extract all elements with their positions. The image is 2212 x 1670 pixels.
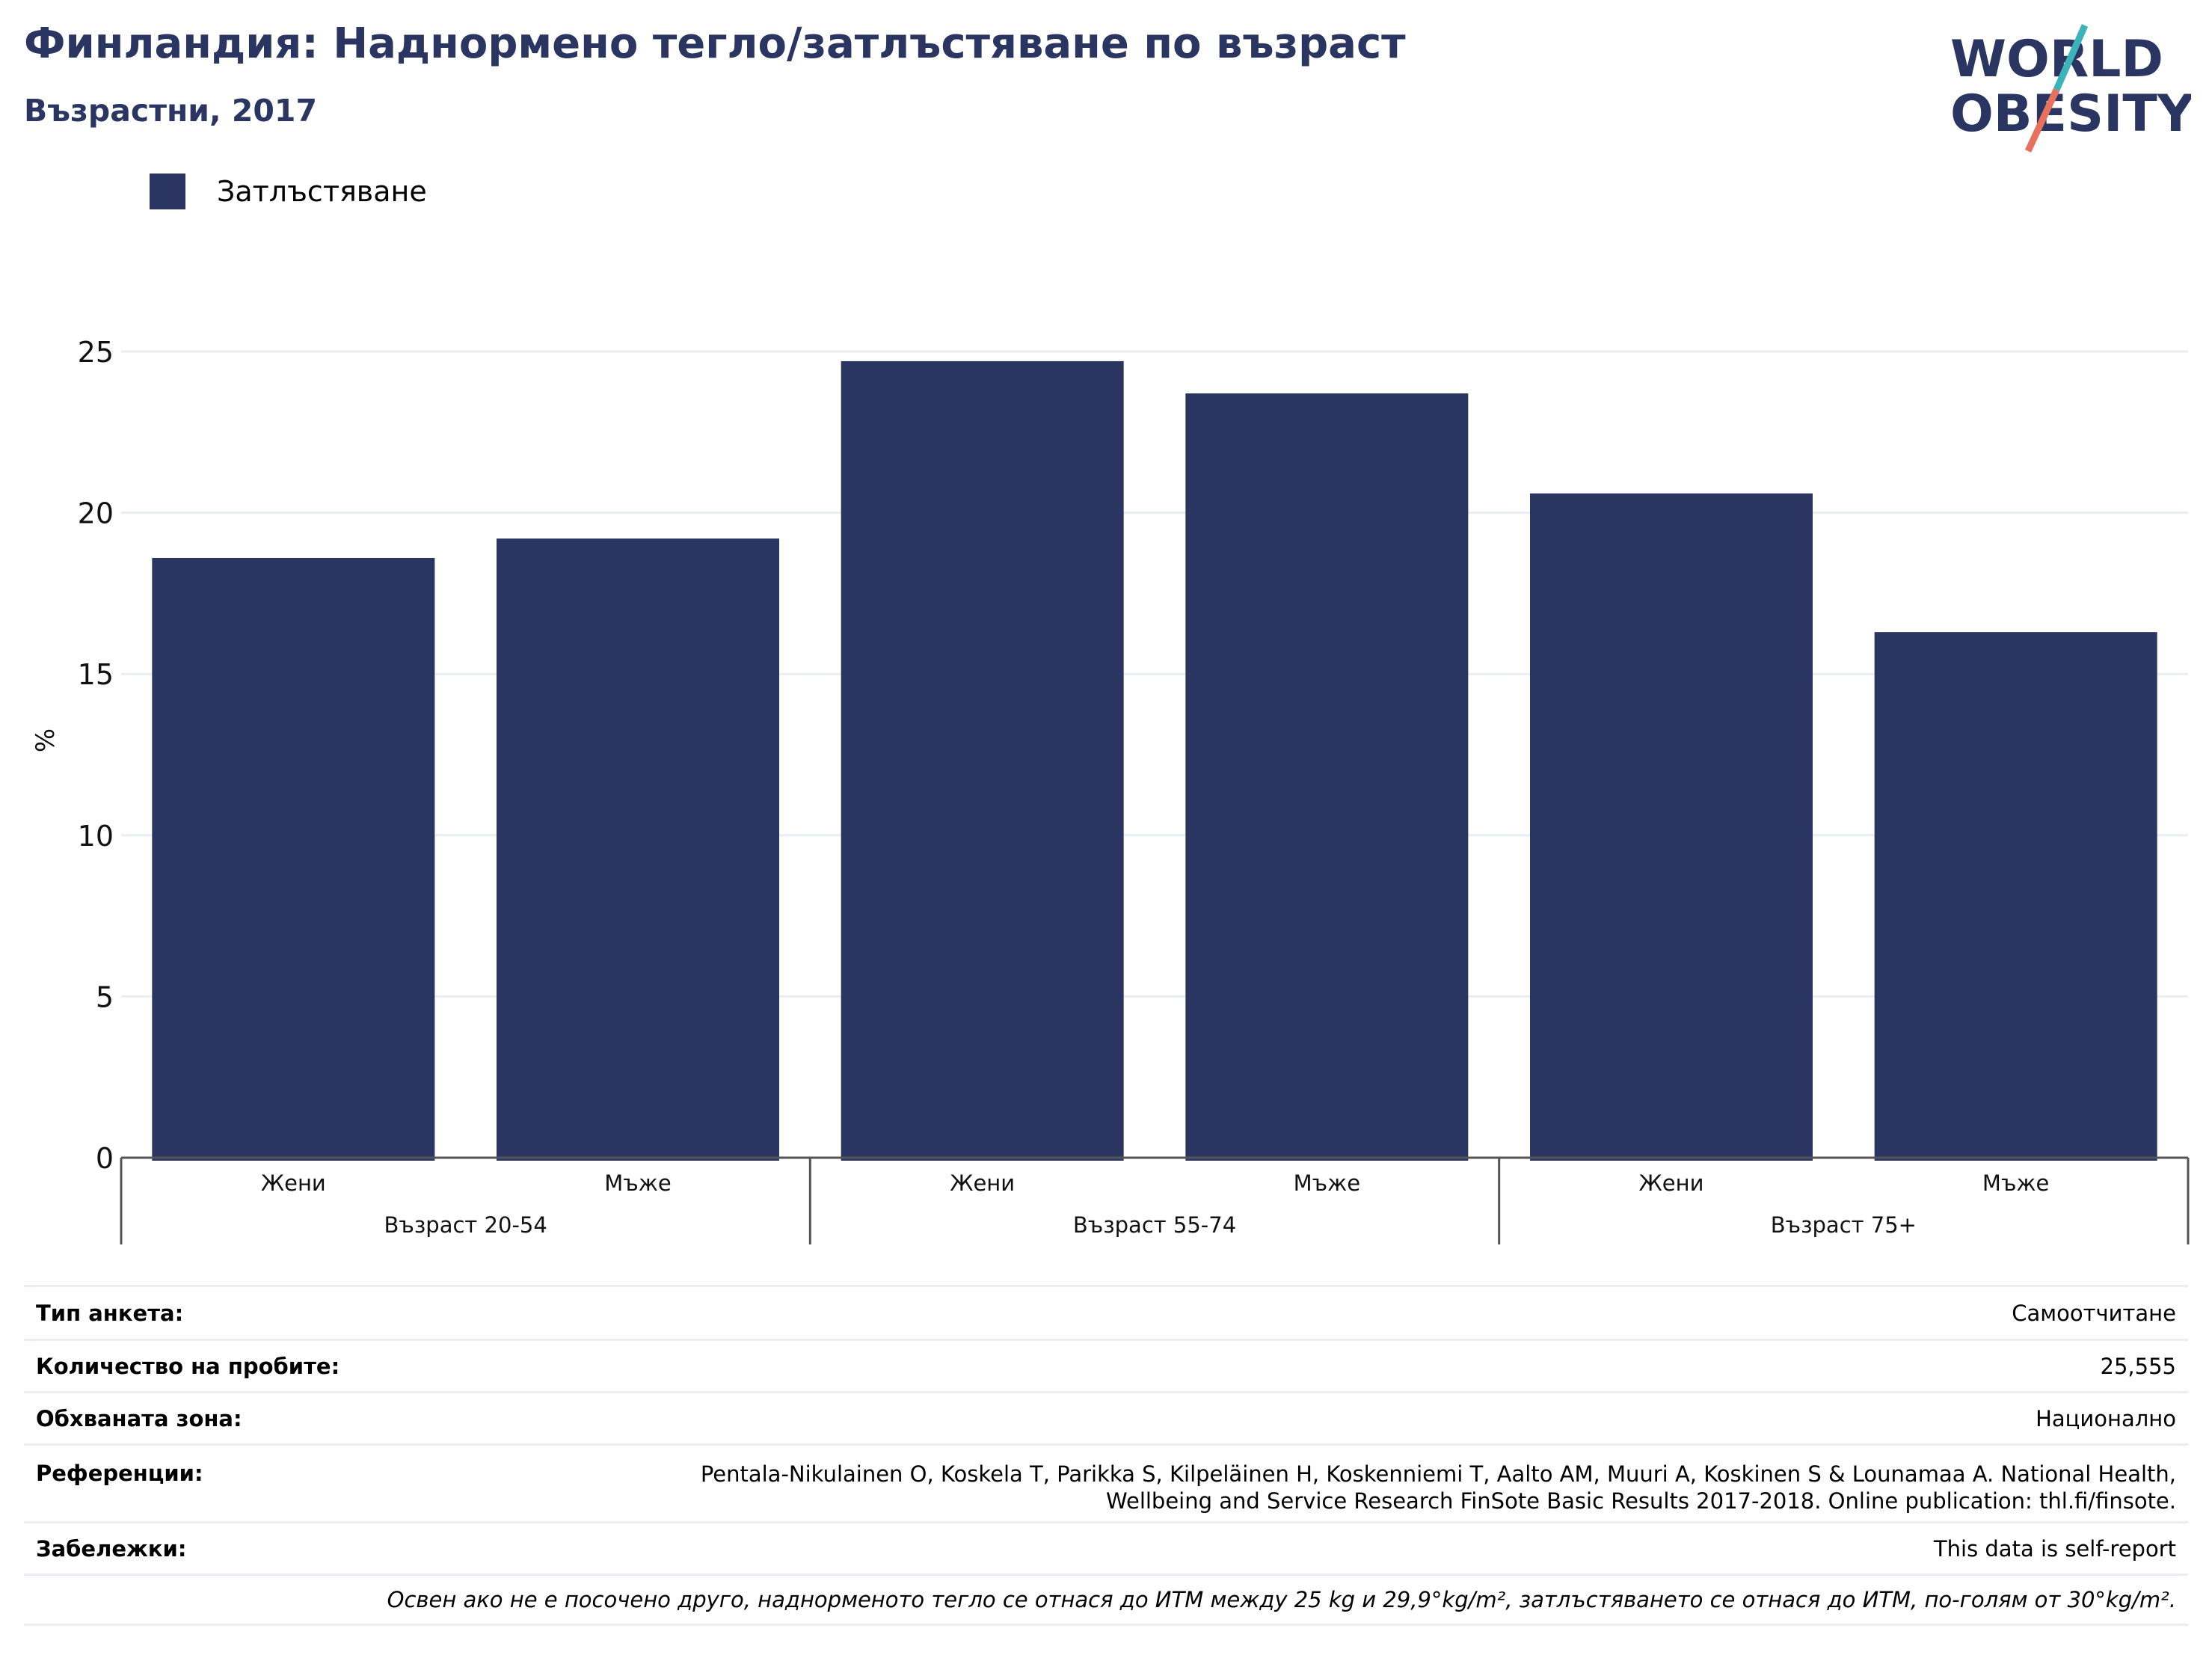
survey-type-label: Тип анкета:: [36, 1300, 184, 1326]
y-tick-label: 10: [78, 820, 114, 853]
group-label: Възраст 20-54: [384, 1212, 547, 1238]
chart-legend: Затлъстяване: [150, 174, 427, 209]
x-tick-label: Жени: [950, 1170, 1015, 1196]
group-label: Възраст 75+: [1771, 1212, 1917, 1238]
references-value: Pentala-Nikulainen O, Koskela T, Parikka…: [643, 1461, 2176, 1514]
footnote: Освен ако не е посочено друго, наднормен…: [387, 1587, 2176, 1612]
notes-value: This data is self-report: [1933, 1535, 2176, 1562]
info-row-footnote: Освен ако не е посочено друго, наднормен…: [24, 1574, 2188, 1626]
info-row-notes: Забележки: This data is self-report: [24, 1521, 2188, 1574]
chart-title: Финландия: Наднормено тегло/затлъстяване…: [24, 19, 1406, 68]
y-tick-label: 0: [96, 1142, 114, 1175]
x-tick-label: Мъже: [604, 1170, 671, 1196]
area-label: Обхваната зона:: [36, 1405, 242, 1431]
y-tick-label: 20: [78, 497, 114, 530]
logo-slash-teal: [2053, 24, 2089, 91]
info-row-area: Обхваната зона: Национално: [24, 1391, 2188, 1443]
x-tick-label: Мъже: [1982, 1170, 2049, 1196]
x-tick-label: Мъже: [1294, 1170, 1360, 1196]
logo-text-obesity: OBESITY: [1950, 85, 2191, 144]
world-obesity-logo: WORLD OBESITY: [1950, 24, 2191, 153]
bar: [841, 360, 1124, 1161]
bar: [1185, 393, 1469, 1161]
references-line-2: Wellbeing and Service Research FinSote B…: [1106, 1488, 2176, 1514]
area-value: Национално: [2036, 1405, 2176, 1431]
references-line-1: Pentala-Nikulainen O, Koskela T, Parikka…: [700, 1461, 2176, 1487]
notes-label: Забележки:: [36, 1535, 187, 1562]
info-row-sample-size: Количество на пробите: 25,555: [24, 1339, 2188, 1391]
y-axis-label: %: [31, 728, 61, 752]
bar: [497, 538, 779, 1161]
legend-label: Затлъстяване: [217, 175, 427, 208]
legend-swatch: [150, 174, 185, 209]
y-tick-label: 5: [96, 980, 114, 1013]
info-table: Тип анкета: Самоотчитане Количество на п…: [24, 1285, 2188, 1626]
bar: [1530, 493, 1813, 1161]
x-tick-label: Жени: [1639, 1170, 1704, 1196]
bar: [152, 557, 435, 1161]
y-tick-label: 15: [78, 658, 114, 691]
logo-text-world: WORLD: [1950, 30, 2163, 89]
survey-type-value: Самоотчитане: [2012, 1300, 2176, 1326]
bar: [1874, 632, 2157, 1161]
sample-size-label: Количество на пробите:: [36, 1353, 340, 1379]
logo-slash-coral: [2024, 88, 2060, 153]
info-row-survey-type: Тип анкета: Самоотчитане: [24, 1285, 2188, 1339]
y-tick-label: 25: [78, 336, 114, 369]
chart-subtitle: Възрастни, 2017: [24, 93, 317, 129]
x-tick-label: Жени: [261, 1170, 326, 1196]
bar-chart: 0 5 10 15 20 25% Жени Мъже Жени Мъже Жени Мъже Възра…: [31, 336, 2190, 1244]
references-label: Референции:: [36, 1461, 203, 1486]
info-row-references: Референции: Pentala-Nikulainen O, Koskel…: [24, 1443, 2188, 1521]
group-label: Възраст 55-74: [1073, 1212, 1236, 1238]
sample-size-value: 25,555: [2100, 1353, 2176, 1379]
